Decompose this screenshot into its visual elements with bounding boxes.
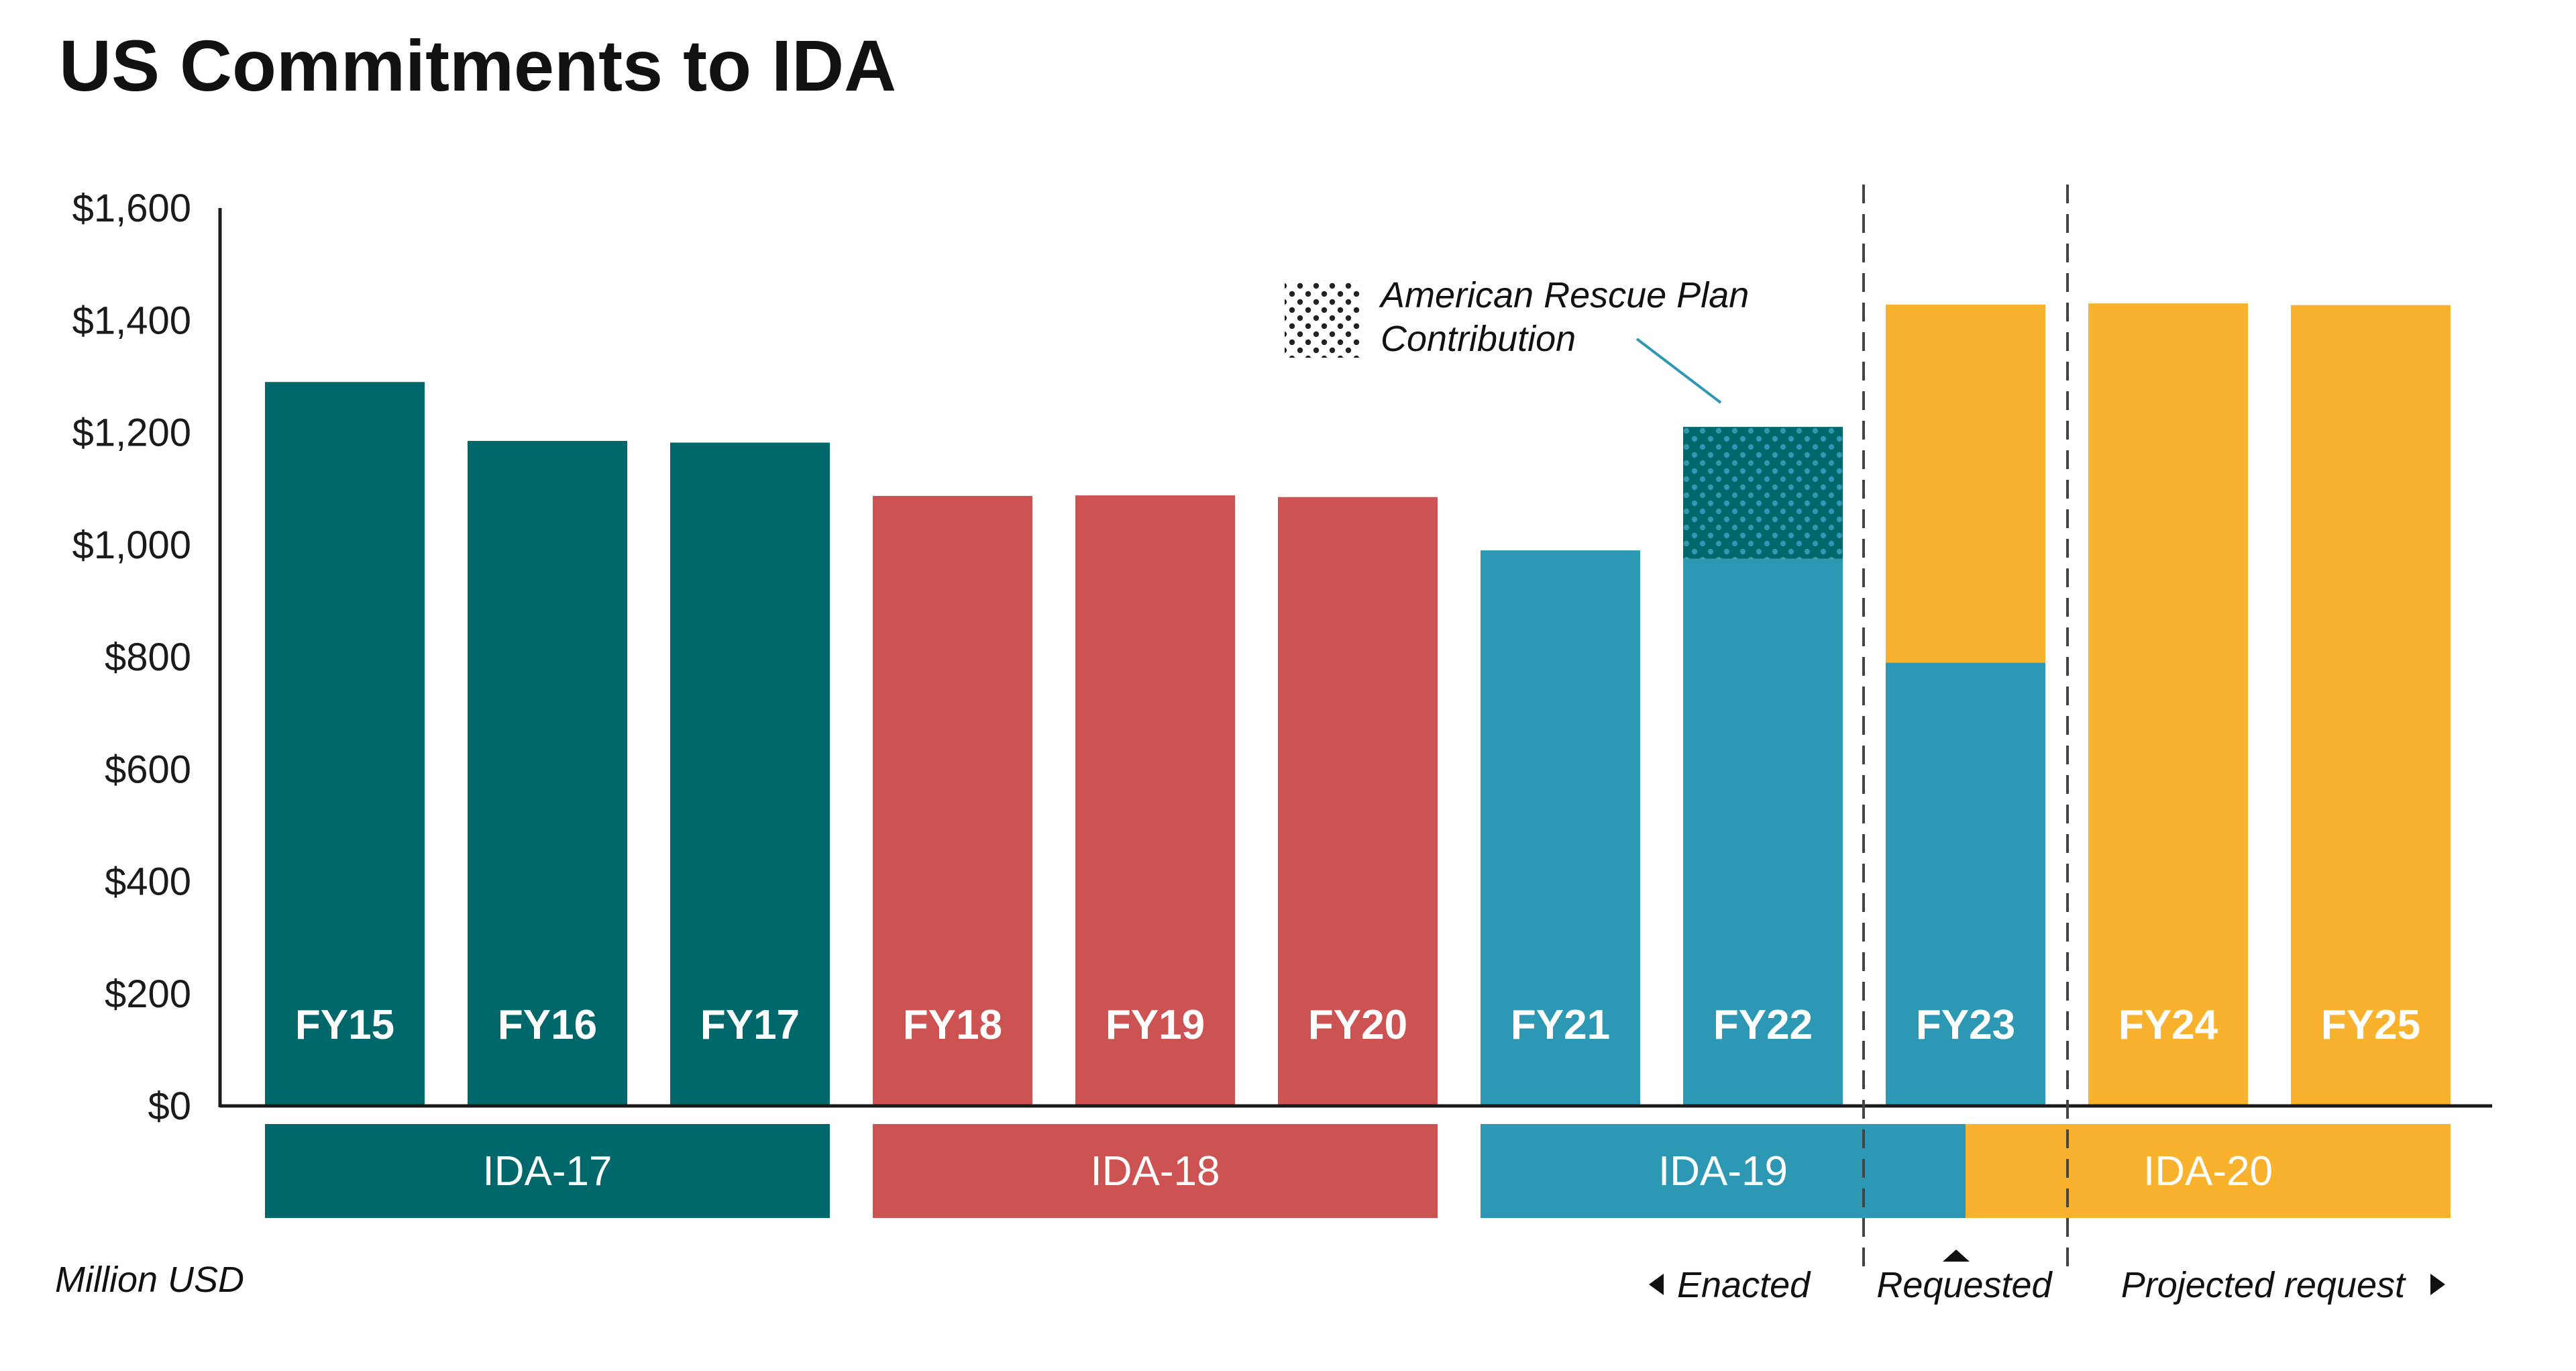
y-tick-label: $1,000 (72, 523, 191, 567)
bar-fy20 (1278, 497, 1438, 1106)
phase-projected: Projected request (2121, 1265, 2406, 1305)
group-label-ida-19: IDA-19 (1658, 1148, 1788, 1195)
group-label-ida-18: IDA-18 (1091, 1148, 1220, 1195)
bar-fy16 (468, 441, 627, 1106)
arp-legend-line2: Contribution (1381, 319, 1576, 359)
bar-fy15 (265, 382, 425, 1106)
y-tick-label: $0 (148, 1084, 191, 1128)
category-label-fy18: FY18 (903, 1002, 1002, 1048)
y-tick-label: $600 (105, 748, 191, 791)
group-band-ida-19 (1481, 1124, 1966, 1218)
y-tick-label: $1,600 (72, 187, 191, 230)
category-label-fy22: FY22 (1713, 1002, 1813, 1048)
arp-legend-line1: American Rescue Plan (1379, 275, 1749, 315)
category-label-fy15: FY15 (295, 1002, 394, 1048)
bar-fy19 (1075, 495, 1235, 1106)
chart-title: US Commitments to IDA (59, 25, 896, 106)
category-label-fy21: FY21 (1511, 1002, 1610, 1048)
category-label-fy23: FY23 (1916, 1002, 2015, 1048)
arp-legend-swatch (1285, 281, 1362, 358)
bar-fy17 (670, 442, 830, 1106)
phase-enacted: Enacted (1677, 1265, 1811, 1305)
phase-requested: Requested (1876, 1265, 2053, 1305)
projected-arrow-icon (2430, 1274, 2445, 1295)
y-tick-label: $1,400 (72, 299, 191, 342)
y-tick-label: $1,200 (72, 411, 191, 455)
category-label-fy20: FY20 (1308, 1002, 1407, 1048)
group-label-ida-20: IDA-20 (2143, 1148, 2273, 1195)
category-label-fy24: FY24 (2118, 1002, 2218, 1048)
bar-fy24 (2088, 303, 2248, 1107)
bar-fy25 (2291, 305, 2451, 1106)
bar-fy18 (873, 495, 1032, 1106)
category-label-fy17: FY17 (700, 1002, 800, 1048)
y-tick-label: $800 (105, 636, 191, 679)
y-axis-ticks: $0 $200 $400 $600 $800 $1,000 $1,200 $1,400 $1,6… (72, 187, 191, 1128)
replenishment-groups: IDA-17 IDA-18 IDA-19 IDA-20 (265, 1124, 2451, 1218)
group-band-ida-20 (1966, 1124, 2451, 1218)
bar-fy22-arp-segment (1683, 427, 1843, 559)
bar-fy22 (1683, 558, 1843, 1106)
arp-leader-line (1635, 338, 1722, 404)
category-label-fy25: FY25 (2321, 1002, 2420, 1048)
bars (265, 303, 2451, 1107)
bar-fy23-requested-segment (1886, 304, 2045, 663)
group-band-ida-18 (873, 1124, 1438, 1218)
requested-marker-icon (1943, 1250, 1970, 1262)
units-note: Million USD (55, 1260, 244, 1300)
bar-labels: FY15 FY16 FY17 FY18 FY19 FY20 FY21 FY22 FY23 FY24… (295, 1002, 2420, 1048)
bar-fy21 (1481, 550, 1640, 1106)
group-label-ida-17: IDA-17 (483, 1148, 612, 1195)
category-label-fy19: FY19 (1106, 1002, 1205, 1048)
bar-fy23 (1886, 662, 2045, 1106)
y-tick-label: $400 (105, 860, 191, 904)
y-tick-label: $200 (105, 972, 191, 1016)
category-label-fy16: FY16 (498, 1002, 597, 1048)
group-band-ida-17 (265, 1124, 830, 1218)
enacted-arrow-icon (1649, 1274, 1664, 1295)
